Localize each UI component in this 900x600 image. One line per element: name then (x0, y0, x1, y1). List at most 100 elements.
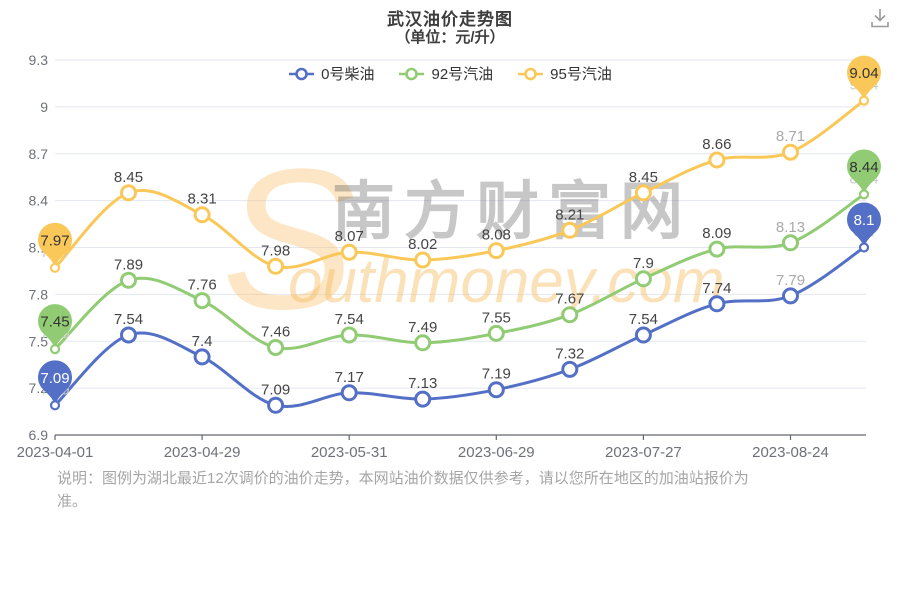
legend-marker-icon (399, 67, 425, 80)
watermark-en: outhmoney.com (288, 247, 725, 316)
legend: 0号柴油 92号汽油 95号汽油 (0, 63, 900, 84)
point-label: 7.09 (261, 381, 290, 398)
data-point[interactable] (267, 339, 285, 356)
watermark-swoosh: S (222, 128, 355, 351)
page-subtitle: （单位：元/升） (395, 29, 505, 46)
point-label: 8.45 (629, 169, 658, 186)
svg-text:7.8: 7.8 (29, 286, 49, 302)
svg-text:9.04: 9.04 (849, 65, 878, 82)
data-point[interactable] (120, 326, 137, 344)
data-point[interactable] (561, 306, 579, 324)
point-label: 7.54 (335, 311, 364, 328)
data-point[interactable] (120, 271, 137, 289)
data-point[interactable] (340, 326, 358, 344)
svg-text:2023-05-31: 2023-05-31 (311, 444, 388, 461)
pin-marker[interactable]: 8.1 (847, 202, 881, 253)
data-point[interactable] (708, 295, 726, 313)
point-label: 8.07 (335, 228, 364, 245)
data-point[interactable] (267, 257, 285, 275)
data-point[interactable] (120, 184, 137, 202)
data-point[interactable] (708, 240, 726, 258)
svg-text:9: 9 (40, 99, 48, 115)
page-title: 武汉油价走势图 (387, 10, 513, 29)
data-point[interactable] (487, 381, 505, 399)
data-point[interactable] (193, 206, 211, 224)
data-point[interactable] (414, 251, 432, 269)
pin-marker[interactable]: 7.09 (38, 360, 72, 411)
data-point[interactable] (487, 242, 505, 260)
pin-marker[interactable]: 7.97 (38, 222, 72, 273)
legend-marker-icon (518, 67, 544, 80)
pin-marker[interactable]: 8.44 (847, 149, 881, 200)
point-label: 7.98 (261, 242, 290, 259)
data-point[interactable] (782, 234, 799, 252)
legend-item-1[interactable]: 92号汽油 (398, 63, 493, 84)
data-point[interactable] (414, 334, 432, 352)
data-point[interactable] (340, 243, 358, 261)
data-point[interactable] (634, 326, 652, 344)
data-point[interactable] (634, 270, 652, 288)
point-label: 7.19 (482, 366, 511, 383)
svg-text:2023-04-01: 2023-04-01 (17, 444, 94, 461)
data-point[interactable] (634, 184, 652, 202)
svg-text:2023-04-29: 2023-04-29 (164, 444, 241, 461)
point-label: 8.09 (702, 225, 731, 242)
legend-marker-icon (289, 67, 315, 80)
pin-marker[interactable]: 9.04 (847, 55, 881, 106)
legend-label: 0号柴油 (321, 66, 375, 83)
point-label: 7.4 (192, 333, 213, 350)
point-label: 7.13 (408, 375, 437, 392)
point-label: 7.9 (633, 255, 654, 272)
data-point[interactable] (193, 348, 211, 366)
svg-text:7.97: 7.97 (40, 232, 69, 249)
download-button[interactable] (867, 5, 893, 31)
svg-text:2023-06-29: 2023-06-29 (458, 444, 535, 461)
point-label: 7.32 (555, 345, 584, 362)
point-label: 7.74 (702, 280, 731, 297)
point-label: 8.71 (776, 128, 805, 145)
point-label: 8.66 (702, 136, 731, 153)
point-label: 7.49 (408, 319, 437, 336)
watermark-cn: 南方财富网 (332, 177, 692, 247)
legend-item-0[interactable]: 0号柴油 (288, 63, 374, 84)
data-point[interactable] (267, 396, 285, 414)
svg-text:7.45: 7.45 (40, 314, 69, 331)
point-label: 7.89 (114, 256, 143, 273)
legend-label: 92号汽油 (431, 66, 494, 83)
data-point[interactable] (340, 384, 358, 402)
x-axis: 2023-04-01 2023-04-29 2023-05-31 2023-06-29… (17, 434, 866, 461)
point-label: 7.54 (114, 311, 143, 328)
point-label: 8.08 (482, 227, 511, 244)
legend-label: 95号汽油 (550, 66, 612, 83)
svg-text:7.09: 7.09 (40, 370, 69, 387)
svg-text:6.9: 6.9 (29, 427, 49, 443)
svg-text:7.5: 7.5 (29, 333, 49, 349)
legend-item-2[interactable]: 95号汽油 (517, 63, 612, 84)
data-point[interactable] (782, 287, 799, 305)
svg-text:9.3: 9.3 (29, 52, 49, 68)
download-icon (871, 9, 889, 28)
point-label: 7.67 (555, 291, 584, 308)
pin-marker[interactable]: 7.45 (38, 304, 72, 355)
data-point[interactable] (561, 221, 579, 239)
data-point[interactable] (782, 143, 799, 161)
point-label: 7.55 (482, 309, 511, 326)
data-point[interactable] (561, 360, 579, 378)
data-point[interactable] (193, 292, 211, 310)
data-point[interactable] (414, 390, 432, 408)
svg-text:8.44: 8.44 (849, 159, 878, 176)
svg-text:2023-08-24: 2023-08-24 (752, 444, 829, 461)
svg-text:8.4: 8.4 (29, 193, 49, 209)
point-label: 7.17 (335, 369, 364, 386)
footer-note: 说明：图例为湖北最近12次调价的油价走势，本网站油价数据仅供参考，请以您所在地区… (57, 470, 749, 510)
point-label: 7.76 (187, 277, 216, 294)
data-point[interactable] (487, 324, 505, 342)
point-label: 8.13 (776, 219, 805, 236)
point-label: 8.45 (114, 169, 143, 186)
svg-text:2023-07-27: 2023-07-27 (605, 444, 682, 461)
point-label: 7.54 (629, 311, 658, 328)
svg-text:8.7: 8.7 (29, 146, 49, 162)
data-point[interactable] (708, 151, 726, 169)
